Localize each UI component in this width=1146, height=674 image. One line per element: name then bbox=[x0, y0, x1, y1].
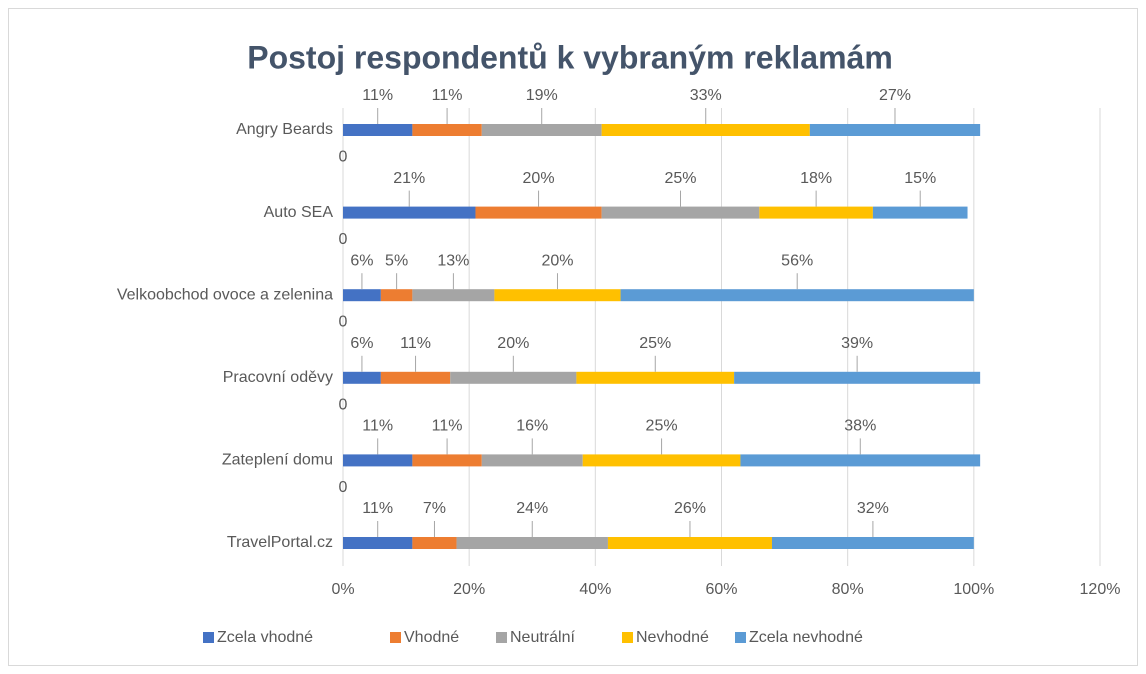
bar-segment bbox=[380, 289, 413, 302]
bar-segment bbox=[740, 454, 981, 467]
bar-segment bbox=[494, 289, 621, 302]
bar-segment bbox=[809, 124, 981, 136]
x-tick-label: 40% bbox=[579, 581, 611, 598]
bar-segment bbox=[380, 371, 451, 384]
x-tick-label: 120% bbox=[1080, 581, 1121, 598]
x-tick-label: 60% bbox=[705, 581, 737, 598]
bar-segment bbox=[475, 206, 602, 219]
data-label: 16% bbox=[516, 418, 548, 435]
data-label: 7% bbox=[423, 500, 446, 517]
bar-segment bbox=[481, 454, 583, 467]
data-label: 27% bbox=[879, 87, 911, 104]
data-label: 24% bbox=[516, 500, 548, 517]
chart-border bbox=[8, 8, 1138, 666]
data-label: 38% bbox=[844, 418, 876, 435]
data-label: 0 bbox=[339, 149, 348, 166]
chart-title: Postoj respondentů k vybraným reklamám bbox=[247, 39, 893, 75]
legend-label: Nevhodné bbox=[636, 629, 709, 646]
bar-segment bbox=[412, 454, 482, 467]
bar-segment bbox=[481, 124, 602, 136]
legend-label: Neutrální bbox=[510, 629, 575, 646]
bar-segment bbox=[343, 124, 413, 136]
bar-segment bbox=[343, 537, 413, 549]
data-label: 0 bbox=[339, 479, 348, 496]
data-label: 11% bbox=[362, 500, 393, 517]
data-label: 32% bbox=[857, 500, 889, 517]
bar-segment bbox=[412, 124, 482, 136]
data-label: 0 bbox=[339, 231, 348, 248]
bar-segment bbox=[450, 371, 577, 384]
data-label: 26% bbox=[674, 500, 706, 517]
data-label: 11% bbox=[432, 418, 463, 435]
bar-segment bbox=[872, 206, 968, 219]
y-tick-label: Zateplení domu bbox=[222, 452, 333, 469]
y-tick-label: Pracovní oděvy bbox=[223, 369, 333, 386]
bar-segment bbox=[343, 371, 381, 384]
bar-segment bbox=[412, 289, 495, 302]
bar-segment bbox=[620, 289, 974, 302]
data-label: 0 bbox=[339, 314, 348, 331]
bar-segment bbox=[576, 371, 735, 384]
data-label: 0 bbox=[339, 396, 348, 413]
legend-label: Zcela vhodné bbox=[217, 629, 313, 646]
bar-segment bbox=[343, 454, 413, 467]
bar-segment bbox=[601, 124, 810, 136]
data-label: 56% bbox=[781, 252, 813, 269]
legend-swatch bbox=[203, 632, 214, 643]
legend-label: Vhodné bbox=[404, 629, 459, 646]
x-tick-label: 80% bbox=[832, 581, 864, 598]
data-label: 33% bbox=[690, 87, 722, 104]
y-tick-label: Angry Beards bbox=[236, 121, 333, 138]
data-label: 20% bbox=[523, 170, 555, 187]
x-tick-label: 100% bbox=[953, 581, 994, 598]
bar-segment bbox=[771, 537, 974, 549]
bar-segment bbox=[412, 537, 457, 549]
legend-label: Zcela nevhodné bbox=[749, 629, 863, 646]
data-label: 20% bbox=[497, 335, 529, 352]
data-label: 19% bbox=[526, 87, 558, 104]
legend-swatch bbox=[622, 632, 633, 643]
bar-segment bbox=[582, 454, 741, 467]
data-label: 5% bbox=[385, 252, 408, 269]
data-label: 6% bbox=[350, 335, 373, 352]
data-label: 6% bbox=[350, 252, 373, 269]
data-label: 39% bbox=[841, 335, 873, 352]
bar-segment bbox=[343, 206, 476, 219]
data-label: 11% bbox=[362, 418, 393, 435]
y-tick-label: Auto SEA bbox=[264, 204, 334, 221]
bar-segment bbox=[456, 537, 608, 549]
data-label: 20% bbox=[541, 252, 573, 269]
data-label: 25% bbox=[664, 170, 696, 187]
bar-segment bbox=[759, 206, 873, 219]
y-tick-label: TravelPortal.cz bbox=[227, 534, 333, 551]
data-label: 13% bbox=[437, 252, 469, 269]
data-label: 11% bbox=[432, 87, 463, 104]
x-tick-label: 20% bbox=[453, 581, 485, 598]
data-label: 11% bbox=[400, 335, 431, 352]
data-label: 15% bbox=[904, 170, 936, 187]
bar-segment bbox=[734, 371, 981, 384]
legend-swatch bbox=[390, 632, 401, 643]
data-label: 11% bbox=[362, 87, 393, 104]
data-label: 18% bbox=[800, 170, 832, 187]
bar-segment bbox=[343, 289, 381, 302]
data-label: 25% bbox=[646, 418, 678, 435]
bar-segment bbox=[607, 537, 772, 549]
data-label: 25% bbox=[639, 335, 671, 352]
y-tick-label: Velkoobchod ovoce a zelenina bbox=[117, 286, 333, 303]
legend-swatch bbox=[496, 632, 507, 643]
data-label: 21% bbox=[393, 170, 425, 187]
bar-segment bbox=[601, 206, 760, 219]
legend-swatch bbox=[735, 632, 746, 643]
x-tick-label: 0% bbox=[331, 581, 354, 598]
